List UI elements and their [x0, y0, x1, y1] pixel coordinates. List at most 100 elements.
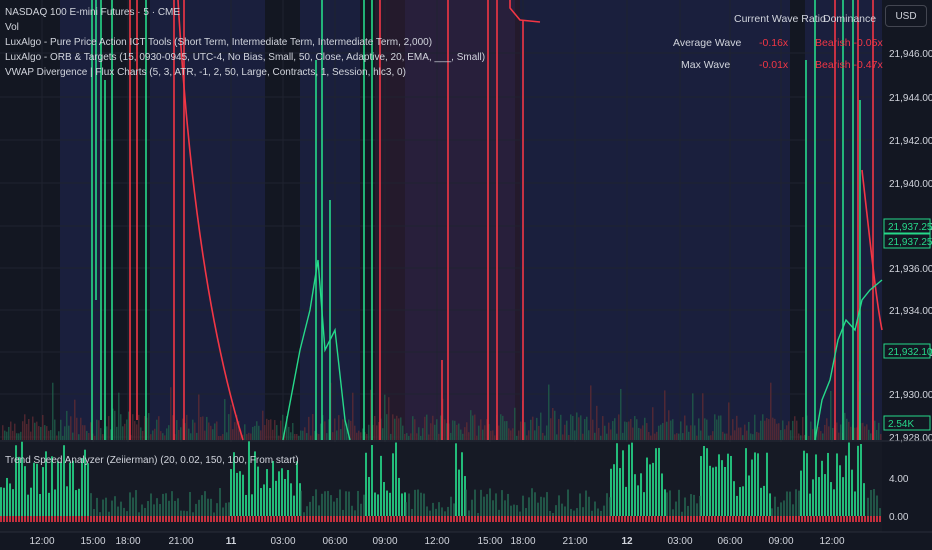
- volume-bar: [794, 416, 796, 440]
- oscillator-bar-weak: [444, 511, 446, 516]
- volume-bar: [878, 422, 880, 440]
- oscillator-bar-bear: [51, 516, 53, 522]
- oscillator-bar-bear: [498, 516, 500, 522]
- oscillator-bar-bear: [756, 516, 758, 522]
- volume-bar: [568, 434, 570, 440]
- oscillator-bar-bear: [687, 516, 689, 522]
- oscillator-bar-bear: [474, 516, 476, 522]
- volume-bar: [752, 434, 754, 440]
- oscillator-bar-bear: [141, 516, 143, 522]
- oscillator-bar-bull: [860, 444, 862, 516]
- oscillator-bar-bear: [825, 516, 827, 522]
- ict-tools-indicator-label[interactable]: LuxAlgo - Pure Price Action ICT Tools (S…: [5, 37, 433, 48]
- oscillator-bar-weak: [777, 506, 779, 516]
- oscillator-bar-weak: [504, 500, 506, 516]
- volume-bar: [730, 435, 732, 440]
- oscillator-bar-bear: [129, 516, 131, 522]
- price-axis-label: 21,930.00: [889, 390, 932, 401]
- oscillator-bar-bull: [730, 455, 732, 516]
- volume-bar: [776, 423, 778, 440]
- oscillator-bar-weak: [216, 503, 218, 516]
- oscillator-bar-bull: [625, 486, 627, 516]
- symbol-title[interactable]: NASDAQ 100 E-mini Futures · 5 · CME: [5, 7, 181, 18]
- chart-legend: NASDAQ 100 E-mini Futures · 5 · CME Vol …: [5, 5, 485, 80]
- oscillator-bar-weak: [429, 510, 431, 516]
- oscillator-bar-bear: [531, 516, 533, 522]
- volume-bar: [70, 416, 72, 440]
- volume-bar: [652, 407, 654, 440]
- oscillator-bar-bear: [234, 516, 236, 522]
- volume-bar: [616, 433, 618, 440]
- oscillator-bar-bear: [105, 516, 107, 522]
- orb-targets-indicator-label[interactable]: LuxAlgo - ORB & Targets (15, 0930-0945, …: [5, 52, 486, 63]
- oscillator-bar-weak: [591, 510, 593, 516]
- volume-bar: [294, 433, 296, 440]
- oscillator-bar-bear: [18, 516, 20, 522]
- oscillator-bar-weak: [336, 498, 338, 516]
- currency-button[interactable]: USD: [885, 5, 927, 27]
- oscillator-bar-bear: [852, 516, 854, 522]
- oscillator-bar-bear: [867, 516, 869, 522]
- oscillator-bar-bear: [240, 516, 242, 522]
- oscillator-bar-bear: [810, 516, 812, 522]
- oscillator-bar-weak: [90, 493, 92, 516]
- volume-bar: [24, 414, 26, 440]
- oscillator-bar-bear: [189, 516, 191, 522]
- volume-bar: [128, 411, 130, 440]
- oscillator-bar-bear: [855, 516, 857, 522]
- oscillator-bar-bull: [266, 469, 268, 516]
- volume-bar: [390, 433, 392, 440]
- volume-bar: [472, 415, 474, 440]
- volume-bar: [410, 433, 412, 440]
- vwap-divergence-indicator-label[interactable]: VWAP Divergence | Flux Charts (5, 3, ATR…: [5, 67, 406, 78]
- oscillator-bar-bear: [126, 516, 128, 522]
- oscillator-bar-bear: [651, 516, 653, 522]
- volume-bar: [550, 418, 552, 440]
- volume-bar: [880, 434, 882, 440]
- oscillator-bar-bull: [613, 464, 615, 516]
- oscillator-bar-weak: [792, 504, 794, 516]
- oscillator-bar-weak: [558, 495, 560, 516]
- oscillator-bar-bear: [219, 516, 221, 522]
- trend-speed-indicator-label[interactable]: Trend Speed Analyzer (Zeiierman) (20, 0.…: [5, 455, 299, 466]
- oscillator-bar-bear: [339, 516, 341, 522]
- volume-bar: [224, 399, 226, 440]
- wave-table-header-ratio: Current Wave Ratio: [734, 13, 826, 25]
- oscillator-bar-bear: [351, 516, 353, 522]
- volume-bar: [156, 419, 158, 440]
- oscillator-bar-bull: [718, 454, 720, 516]
- oscillator-bar-bull: [763, 485, 765, 516]
- oscillator-bar-bull: [290, 483, 292, 516]
- oscillator-bar-bear: [336, 516, 338, 522]
- oscillator-bar-weak: [222, 507, 224, 516]
- volume-bar: [10, 421, 12, 440]
- volume-bar: [610, 429, 612, 440]
- oscillator-bar-weak: [348, 491, 350, 516]
- oscillator-bar-bull: [751, 459, 753, 516]
- time-axis-label: 18:00: [510, 536, 535, 547]
- oscillator-bar-weak: [531, 488, 533, 516]
- volume-bar: [220, 435, 222, 440]
- volume-bar: [536, 417, 538, 440]
- oscillator-bar-bear: [492, 516, 494, 522]
- oscillator-bar-bear: [522, 516, 524, 522]
- volume-bar: [108, 416, 110, 440]
- oscillator-bar-weak: [771, 508, 773, 516]
- oscillator-bar-bear: [159, 516, 161, 522]
- oscillator-bar-weak: [93, 509, 95, 516]
- oscillator-bar-bear: [102, 516, 104, 522]
- oscillator-bar-bear: [180, 516, 182, 522]
- oscillator-bar-bull: [661, 473, 663, 516]
- volume-bar: [866, 424, 868, 440]
- volume-bar: [200, 416, 202, 440]
- oscillator-bar-bear: [861, 516, 863, 522]
- volume-bar: [618, 414, 620, 440]
- volume-bar: [556, 434, 558, 440]
- session-band: [150, 0, 265, 440]
- oscillator-bar-bear: [459, 516, 461, 522]
- oscillator-bar-weak: [873, 489, 875, 516]
- oscillator-bar-weak: [774, 496, 776, 516]
- volume-indicator-label[interactable]: Vol: [5, 22, 19, 33]
- volume-bar: [642, 425, 644, 440]
